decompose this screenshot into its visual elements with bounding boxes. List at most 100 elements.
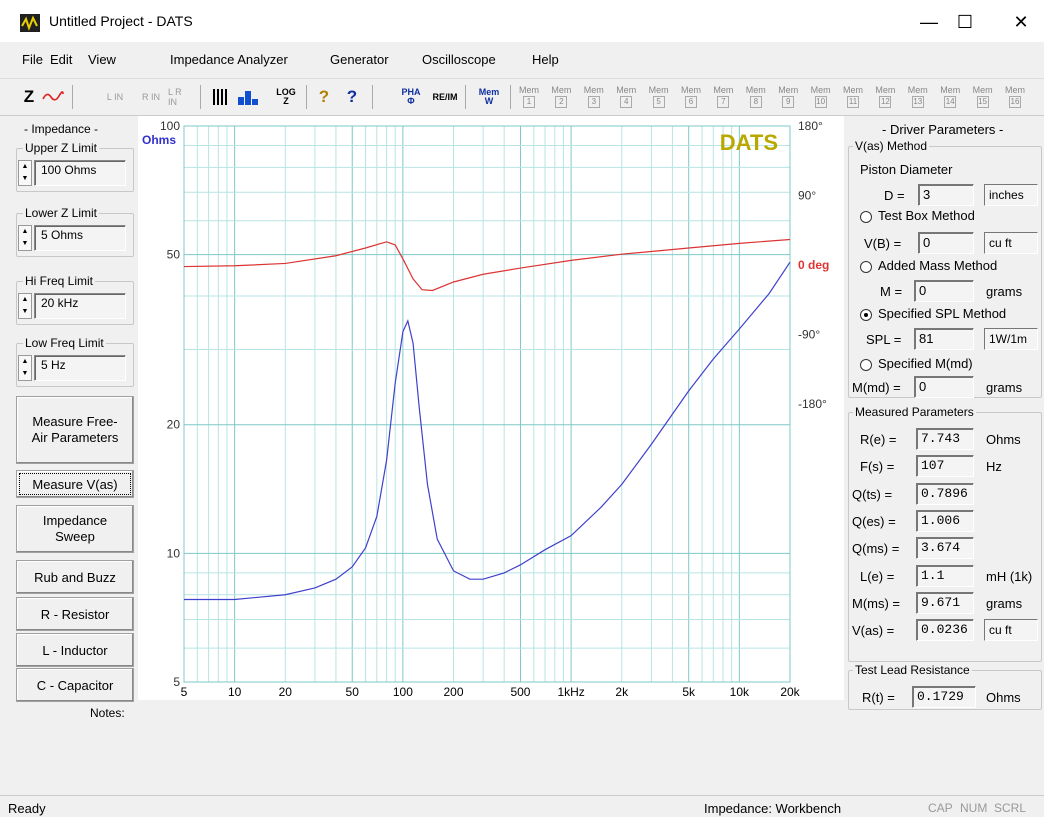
lower-z-spinner[interactable]: ▲ ▼ <box>18 225 32 251</box>
piston-diameter-label: Piston Diameter <box>860 162 953 177</box>
hi-freq-group: Hi Freq Limit <box>16 274 134 325</box>
menu-generator[interactable]: Generator <box>330 52 389 67</box>
memory-1-button[interactable]: Mem 1 <box>519 85 539 108</box>
memory-10-button[interactable]: Mem 10 <box>810 85 831 108</box>
low-freq-field[interactable]: 5 Hz <box>34 355 126 381</box>
spl-method-radio[interactable] <box>860 309 872 321</box>
wave-icon[interactable] <box>40 83 66 111</box>
y-unit-label: Ohms <box>142 133 176 147</box>
r-in-button[interactable]: R IN <box>142 92 160 102</box>
mmd-method-radio[interactable] <box>860 359 872 371</box>
menu-impedance-analyzer[interactable]: Impedance Analyzer <box>170 52 288 67</box>
close-button[interactable]: ✕ <box>1013 11 1029 32</box>
status-bar: Ready Impedance: Workbench CAP NUM SCRL <box>0 795 1044 817</box>
hi-freq-field[interactable]: 20 kHz <box>34 293 126 319</box>
memory-15-button[interactable]: Mem 15 <box>972 85 993 108</box>
memory-2-button[interactable]: Mem 2 <box>551 85 572 108</box>
menu-oscilloscope[interactable]: Oscilloscope <box>422 52 496 67</box>
log-scale-button[interactable]: LOG Z <box>276 87 296 106</box>
param-value: 1.1 <box>916 564 974 587</box>
resistor-button[interactable]: R - Resistor <box>16 597 134 631</box>
test-box-radio[interactable] <box>860 211 872 223</box>
memory-5-button[interactable]: Mem 5 <box>648 85 669 108</box>
upper-z-field[interactable]: 100 Ohms <box>34 160 126 186</box>
menu-view[interactable]: View <box>88 52 116 67</box>
vb-field[interactable]: 0 <box>918 232 974 254</box>
histogram-icon[interactable] <box>236 83 262 111</box>
d-field[interactable]: 3 <box>918 184 974 206</box>
chart-grid <box>183 125 791 683</box>
phase-tick-label: -90° <box>798 328 820 342</box>
x-tick-label: 500 <box>510 685 530 699</box>
upper-z-group: Upper Z Limit <box>16 141 134 192</box>
measure-vas-button[interactable]: Measure V(as) <box>16 470 134 498</box>
phase-button[interactable]: PHA Φ <box>401 87 421 106</box>
x-tick-label: 100 <box>393 685 413 699</box>
param-value: 1.006 <box>916 509 974 532</box>
rub-and-buzz-button[interactable]: Rub and Buzz <box>16 560 134 594</box>
param-label: L(e) = <box>860 568 895 584</box>
real-imag-button[interactable]: RE/IM <box>432 92 458 102</box>
measure-free-air-button[interactable]: Measure Free-Air Parameters <box>16 396 134 464</box>
memory-7-button[interactable]: Mem 7 <box>713 85 734 108</box>
status-text: Ready <box>8 801 46 816</box>
m-field[interactable]: 0 <box>914 280 974 302</box>
menu-help[interactable]: Help <box>532 52 559 67</box>
impedance-mode-button[interactable]: Z <box>23 87 35 106</box>
phase-curve <box>183 238 791 292</box>
capacitor-button[interactable]: C - Capacitor <box>16 668 134 702</box>
memory-9-button[interactable]: Mem 9 <box>778 85 799 108</box>
memory-12-button[interactable]: Mem 12 <box>875 85 896 108</box>
notes-label: Notes: <box>90 706 125 720</box>
memory-8-button[interactable]: Mem 8 <box>745 85 766 108</box>
plot-border <box>183 125 791 683</box>
bars-icon[interactable] <box>210 83 232 111</box>
param-unit: Ohms <box>986 432 1021 447</box>
phase-tick-label: -180° <box>798 397 827 411</box>
memory-13-button[interactable]: Mem 13 <box>907 85 928 108</box>
low-freq-label: Low Freq Limit <box>23 336 106 350</box>
memory-3-button[interactable]: Mem 3 <box>583 85 604 108</box>
low-freq-spinner[interactable]: ▲ ▼ <box>18 355 32 381</box>
memory-11-button[interactable]: Mem 11 <box>843 85 863 108</box>
x-tick-label: 20 <box>279 685 293 699</box>
maximize-button[interactable]: ☐ <box>956 11 974 32</box>
status-mode: Impedance: Workbench <box>704 801 842 816</box>
spl-method-label: Specified SPL Method <box>878 306 1007 321</box>
mmd-field[interactable]: 0 <box>914 376 974 398</box>
param-unit: Hz <box>986 459 1002 475</box>
help-icon[interactable]: ? <box>318 87 330 106</box>
param-value: 9.671 <box>916 591 974 614</box>
memory-16-button[interactable]: Mem 16 <box>1005 85 1025 108</box>
spl-field[interactable]: 81 <box>914 328 974 350</box>
memory-14-button[interactable]: Mem 14 <box>940 85 961 108</box>
context-help-icon[interactable]: ? <box>346 87 358 106</box>
menu-edit[interactable]: Edit <box>50 52 73 67</box>
hi-freq-spinner[interactable]: ▲ ▼ <box>18 293 32 319</box>
menu-bar: File Edit View Impedance Analyzer Genera… <box>0 52 1044 72</box>
param-label: V(as) = <box>852 623 895 639</box>
added-mass-radio[interactable] <box>860 261 872 273</box>
spl-label: SPL = <box>866 332 902 347</box>
lr-in-button[interactable]: L R IN <box>168 87 182 107</box>
cap-indicator: CAP <box>928 801 953 815</box>
memory-4-button[interactable]: Mem 4 <box>616 85 637 108</box>
memory-6-button[interactable]: Mem 6 <box>681 85 701 108</box>
hi-freq-label: Hi Freq Limit <box>23 274 96 288</box>
phase-tick-label: 90° <box>798 189 816 203</box>
minimize-button[interactable]: — <box>920 11 938 32</box>
d-label: D = <box>884 188 905 203</box>
lower-z-field[interactable]: 5 Ohms <box>34 225 126 251</box>
menu-file[interactable]: File <box>22 52 43 67</box>
impedance-chart[interactable]: 5 10 20 50 100 200 500 1kHz 2k 5k 10k 20k 100 50 20 10… <box>138 116 844 700</box>
inductor-button[interactable]: L - Inductor <box>16 633 134 667</box>
impedance-sweep-button[interactable]: Impedance Sweep <box>16 505 134 553</box>
test-box-label: Test Box Method <box>878 208 975 223</box>
phase-tick-label: 0 deg <box>798 258 829 272</box>
l-in-button[interactable]: L IN <box>106 92 124 102</box>
lower-z-label: Lower Z Limit <box>23 206 100 220</box>
upper-z-label: Upper Z Limit <box>23 141 100 155</box>
upper-z-spinner[interactable]: ▲ ▼ <box>18 160 32 186</box>
phase-tick-label: 180° <box>798 119 823 133</box>
memory-write-button[interactable]: Mem W <box>478 87 500 106</box>
